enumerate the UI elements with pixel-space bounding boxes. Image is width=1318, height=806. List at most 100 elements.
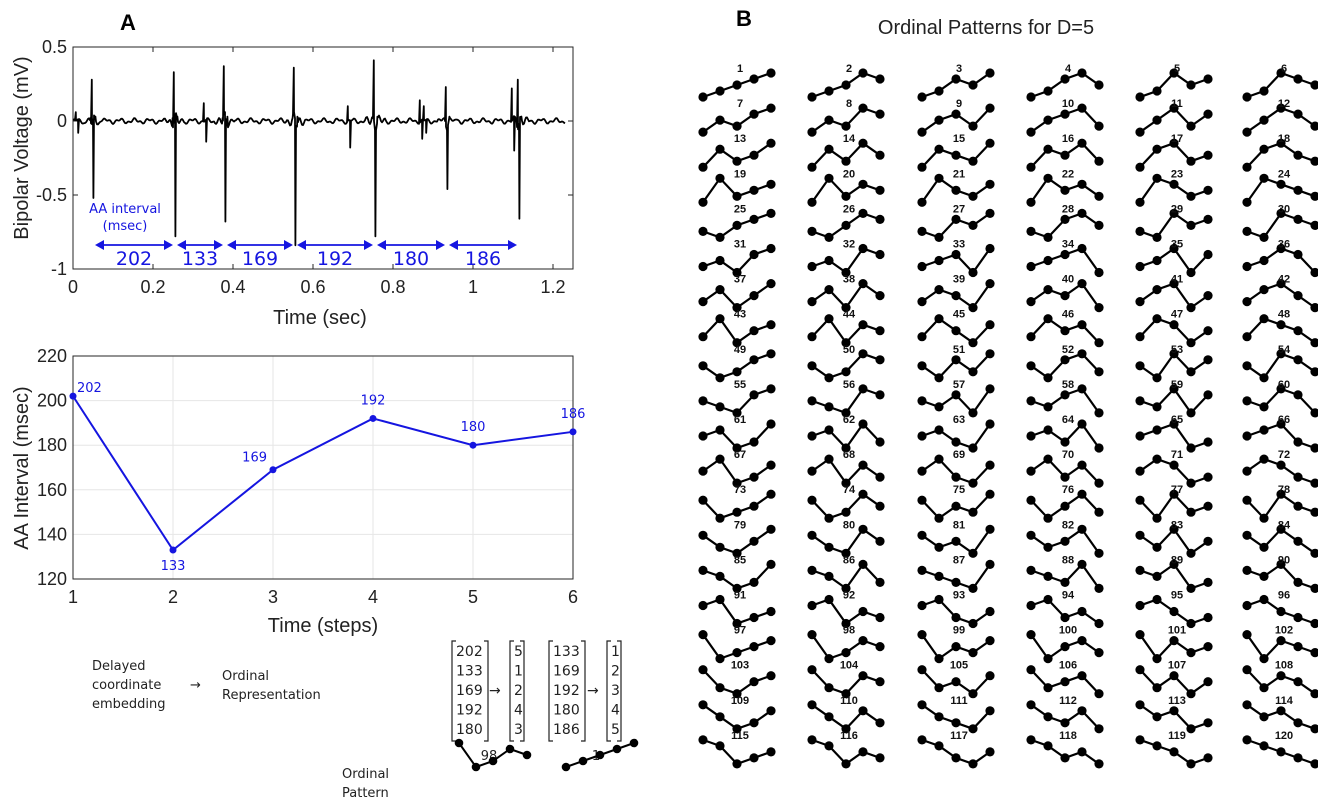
ordinal-pattern-number: 26 [843, 203, 855, 215]
pattern-dot [1276, 559, 1286, 570]
pattern-dot [732, 443, 742, 453]
pattern-dot [858, 243, 868, 254]
pattern-dot [1043, 542, 1053, 552]
pattern-dot [749, 214, 759, 224]
ordinal-pattern-number: 101 [1168, 625, 1186, 637]
ordinal-pattern-100: 100 [1026, 625, 1104, 664]
pattern-dot [1186, 338, 1196, 348]
ordinal-pattern-63: 63 [917, 414, 995, 453]
pattern-dot [1026, 700, 1036, 710]
pattern-dot [766, 559, 776, 570]
pattern-dot [917, 700, 927, 710]
embedding-arrow-icon: → [190, 678, 201, 693]
interval-arrowhead-right [214, 240, 223, 250]
ordinal-pattern-number: 30 [1278, 203, 1290, 215]
pattern-dot [934, 173, 944, 183]
pattern-dot [1135, 735, 1145, 745]
ordinal-pattern-94: 94 [1026, 590, 1104, 629]
pattern-dot [1186, 443, 1196, 453]
pattern-dot [807, 565, 817, 576]
pattern-dot [505, 744, 515, 754]
pattern-dot [1152, 594, 1162, 605]
pattern-dot [1169, 320, 1179, 330]
pattern-dot [1276, 279, 1286, 289]
pattern-dot [1242, 735, 1252, 745]
ordinal-pattern-109: 109 [698, 695, 776, 734]
pattern-dot [1186, 80, 1196, 90]
embedding-text-line1: Delayed [92, 659, 146, 674]
pattern-dot [1186, 191, 1196, 201]
ordinal-pattern-number: 105 [950, 660, 968, 672]
pattern-dot [715, 741, 725, 751]
ordinal-pattern-31: 31 [698, 239, 776, 278]
pattern-dot [766, 138, 776, 148]
aa-plot-area [72, 355, 574, 580]
ordinal-pattern-number: 13 [734, 133, 746, 145]
pattern-dot [985, 103, 995, 113]
matrix-bracket [451, 640, 456, 742]
pattern-dot [1203, 577, 1213, 588]
pattern-dot [1077, 489, 1087, 499]
ordinal-pattern-number: 95 [1171, 590, 1183, 602]
ordinal-pattern-number: 79 [734, 519, 746, 531]
pattern-dot [985, 524, 995, 534]
ordinal-pattern-label-line1: Ordinal [342, 767, 389, 782]
pattern-dot [1203, 185, 1213, 195]
pattern-dot [1060, 355, 1070, 365]
ordinal-pattern-number: 47 [1171, 309, 1183, 321]
pattern-dot [1060, 718, 1070, 728]
pattern-dot [951, 109, 961, 119]
pattern-dot [968, 724, 978, 734]
aa-x-axis-label: Time (steps) [268, 615, 378, 637]
aa-y-tick-label: 200 [37, 391, 67, 411]
matrix-cell: 3 [514, 722, 523, 738]
pattern-dot [749, 249, 759, 260]
pattern-dot [1169, 208, 1179, 218]
ordinal-pattern-28: 28 [1026, 203, 1104, 242]
interval-arrowhead-left [177, 240, 186, 250]
ordinal-pattern-54: 54 [1242, 344, 1318, 383]
matrix-cell: 186 [553, 722, 580, 738]
pattern-dot [1026, 431, 1036, 441]
pattern-dot [1259, 314, 1269, 324]
pattern-dot [1242, 261, 1252, 272]
pattern-dot [807, 226, 817, 236]
ordinal-pattern-38: 38 [807, 274, 885, 313]
pattern-dot [732, 548, 742, 558]
matrix-cell: 202 [456, 644, 483, 660]
ordinal-pattern-number: 106 [1059, 660, 1077, 672]
pattern-dot [807, 630, 817, 640]
ordinal-pattern-number: 64 [1062, 414, 1075, 426]
interval-label: 169 [242, 248, 278, 270]
pattern-dot [875, 326, 885, 336]
ordinal-pattern-number: 99 [953, 625, 965, 637]
pattern-dot [1026, 92, 1036, 102]
matrix-bracket [581, 640, 586, 742]
pattern-dot [1135, 431, 1145, 441]
ordinal-pattern-87: 87 [917, 554, 995, 594]
pattern-dot [1060, 577, 1070, 588]
pattern-dot [1259, 571, 1269, 582]
ordinal-pattern-113: 113 [1135, 695, 1213, 734]
pattern-dot [1152, 402, 1162, 412]
pattern-dot [1276, 243, 1286, 254]
pattern-dot [471, 762, 481, 772]
panel-b-label: B [736, 6, 752, 31]
pattern-dot [841, 220, 851, 230]
pattern-dot [841, 507, 851, 517]
ordinal-pattern-43: 43 [698, 309, 776, 348]
pattern-dot [1060, 536, 1070, 546]
ordinal-pattern-number: 11 [1171, 98, 1183, 110]
pattern-dot [1043, 402, 1053, 412]
aa-data-point [269, 466, 277, 474]
pattern-dot [715, 402, 725, 412]
ordinal-pattern-number: 115 [731, 730, 749, 742]
ordinal-pattern-10: 10 [1026, 98, 1104, 137]
ordinal-pattern-18: 18 [1242, 133, 1318, 172]
ordinal-pattern-number: 111 [950, 695, 967, 707]
ordinal-pattern-number: 70 [1062, 449, 1074, 461]
pattern-dot [824, 314, 834, 324]
pattern-dot [841, 80, 851, 90]
ordinal-pattern-number: 48 [1278, 309, 1290, 321]
ordinal-pattern-65: 65 [1135, 414, 1213, 453]
